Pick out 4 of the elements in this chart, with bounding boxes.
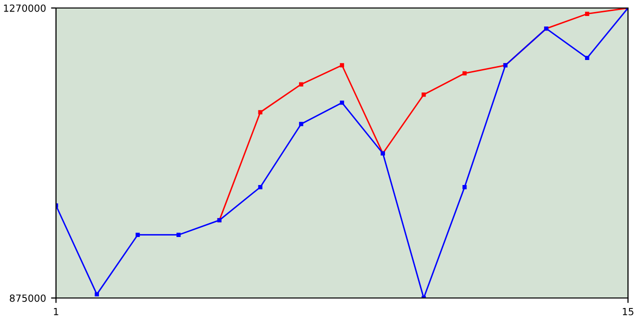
y-tick-label: 1270000 [4, 4, 46, 12]
x-tick-label: 15 [622, 308, 634, 316]
x-tick-label: 1 [54, 308, 58, 316]
y-tick-label: 875000 [10, 294, 46, 302]
